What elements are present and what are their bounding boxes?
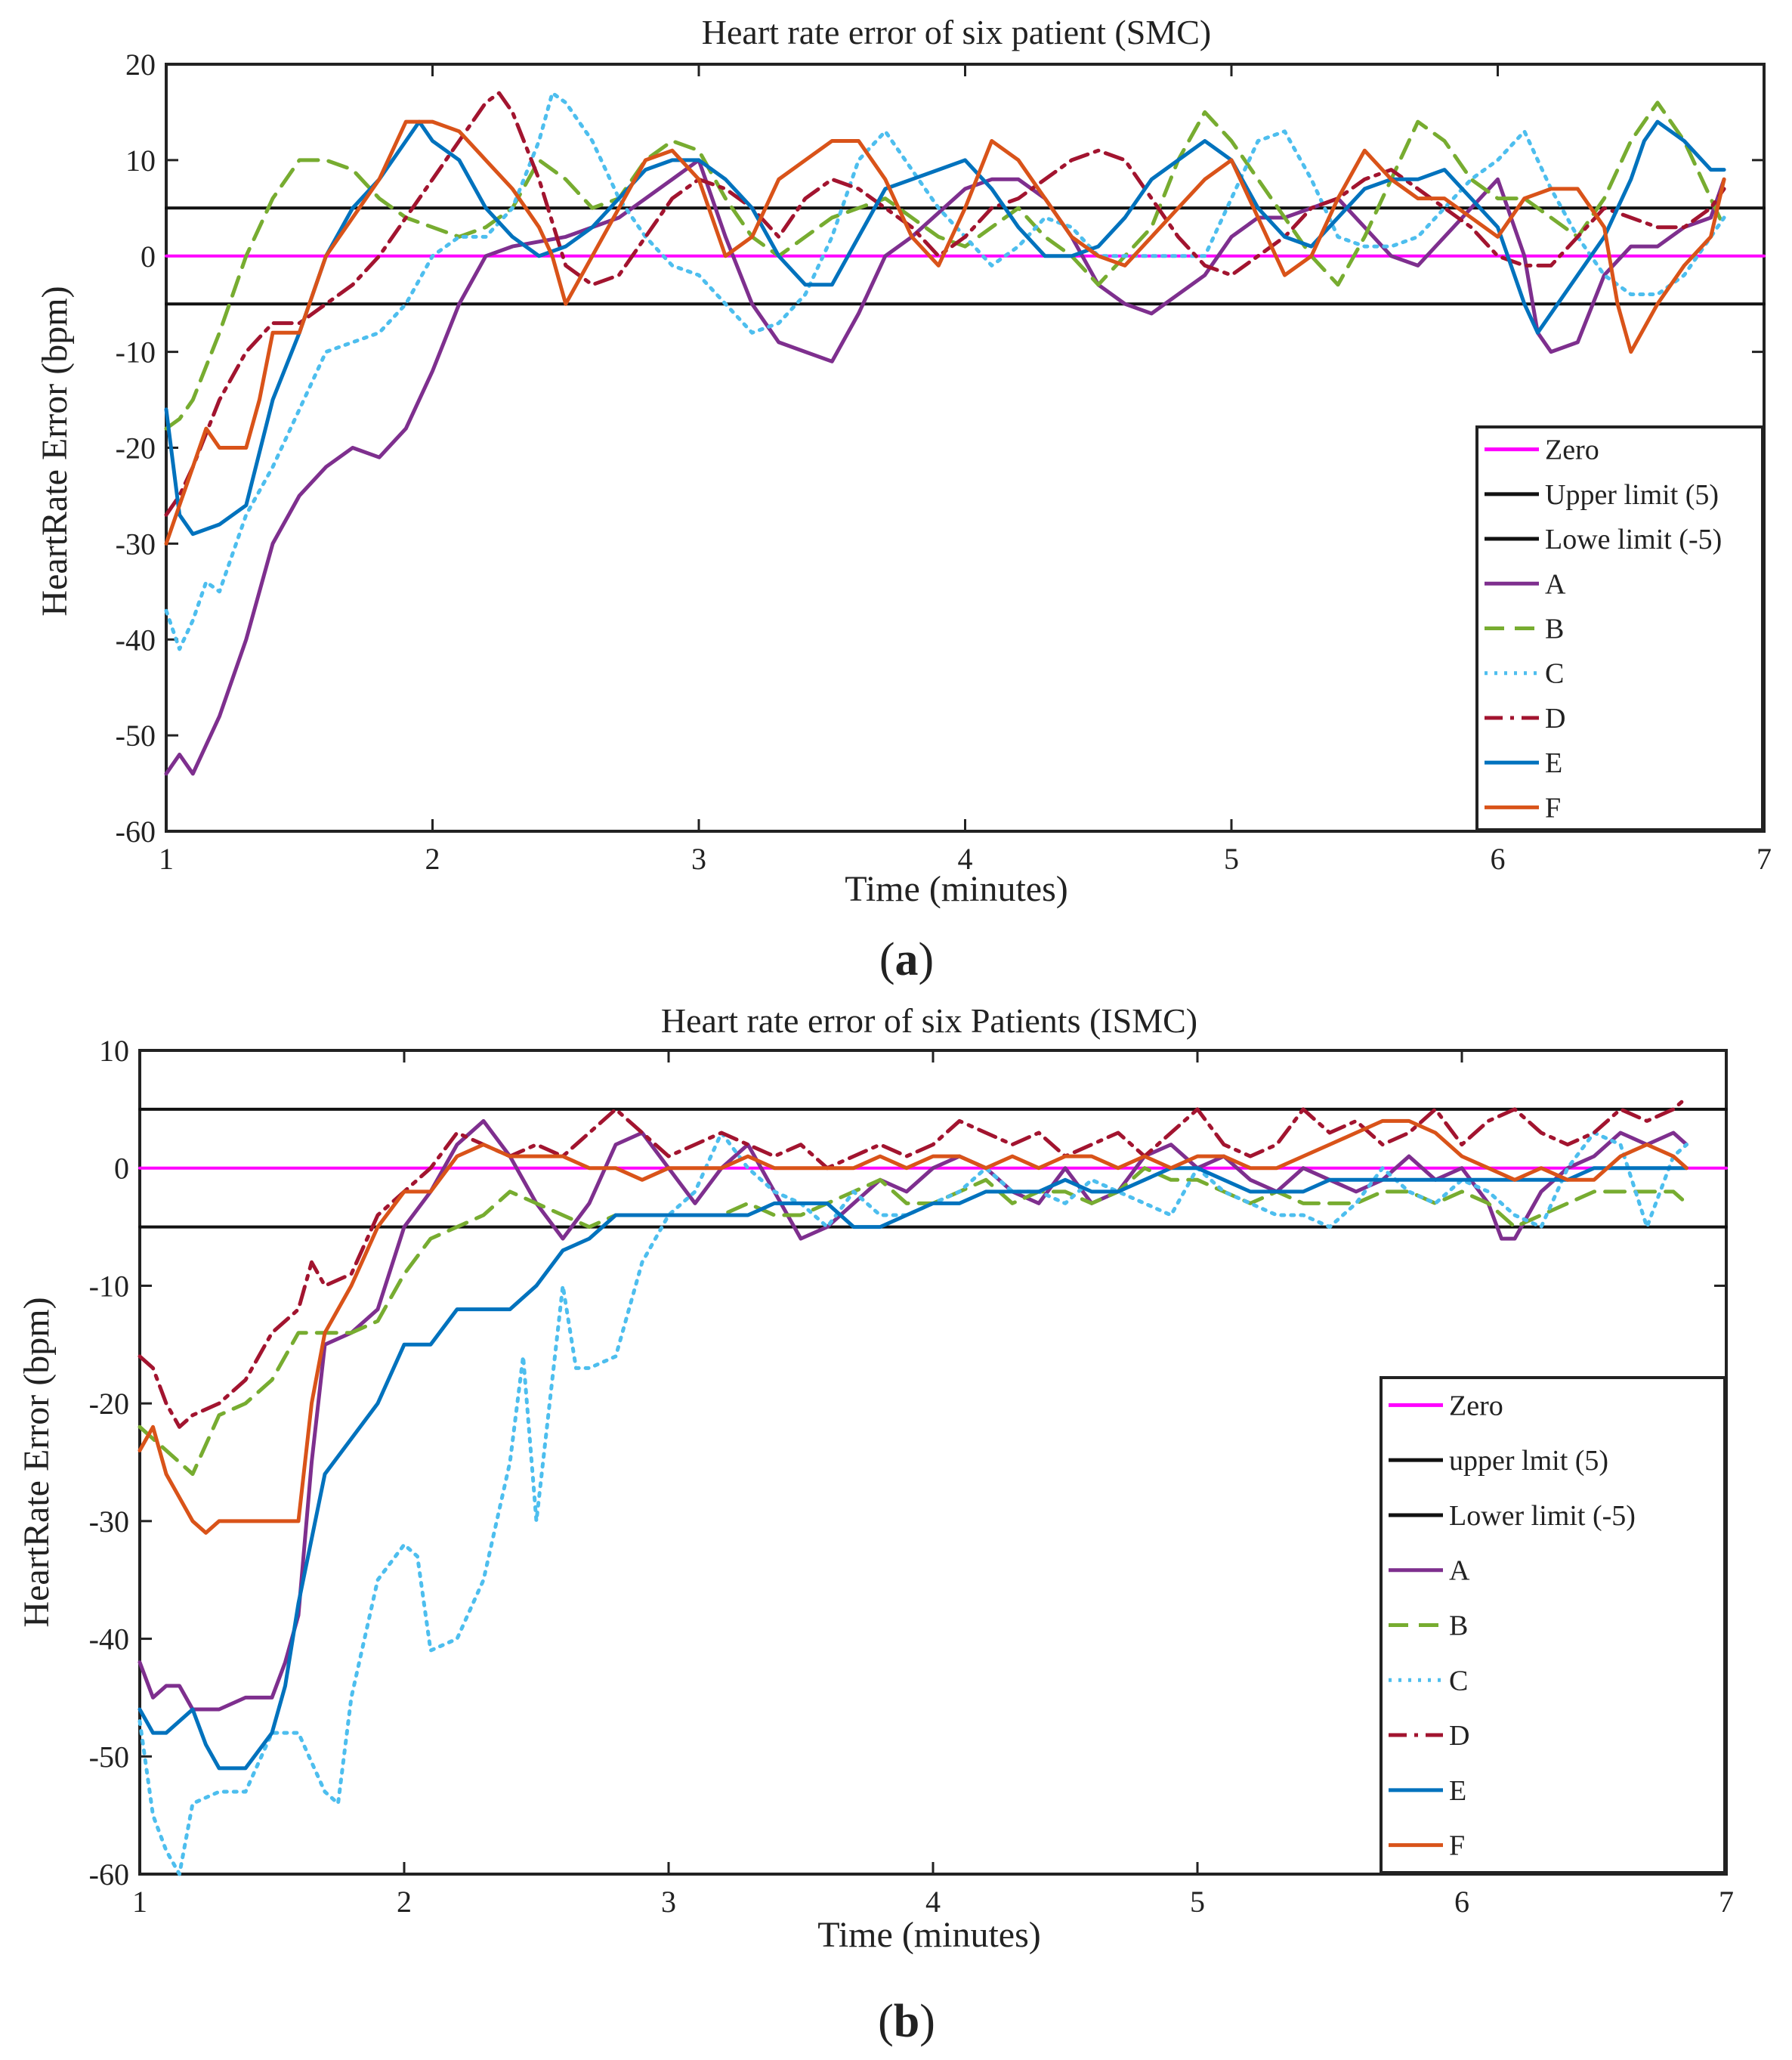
x-tick-label: 2 xyxy=(397,1885,412,1919)
y-tick-label: 0 xyxy=(141,240,156,274)
x-axis-ticks: 1 2 3 4 5 6 7 xyxy=(132,1050,1734,1919)
x-axis-label: Time (minutes) xyxy=(845,869,1068,909)
x-axis-ticks: 1 2 3 4 5 6 7 xyxy=(159,64,1772,876)
legend-label-d: D xyxy=(1545,703,1565,735)
x-tick-label: 7 xyxy=(1719,1885,1734,1919)
y-tick-label: -10 xyxy=(116,336,156,370)
x-tick-label: 1 xyxy=(159,842,174,876)
series-line-e xyxy=(137,1166,1688,1771)
legend-label-f: F xyxy=(1449,1830,1465,1862)
y-tick-label: -20 xyxy=(89,1387,129,1421)
y-tick-label: -10 xyxy=(89,1269,129,1303)
y-tick-label: 0 xyxy=(114,1152,129,1186)
series-line-f xyxy=(137,1118,1688,1535)
legend-label-b: B xyxy=(1545,614,1564,645)
y-tick-label: 10 xyxy=(125,144,156,178)
series-line-b xyxy=(137,1166,1688,1477)
x-tick-label: 6 xyxy=(1491,842,1506,876)
series-line-f xyxy=(164,119,1726,546)
y-axis-label: HeartRate Error (bpm) xyxy=(35,286,75,616)
y-tick-label: -30 xyxy=(89,1505,129,1539)
legend-label-e: E xyxy=(1545,747,1562,779)
legend-label-lowe-limit-5: Lowe limit (-5) xyxy=(1545,524,1722,555)
y-tick-label: -50 xyxy=(116,719,156,753)
legend-label-a: A xyxy=(1449,1555,1470,1587)
y-tick-label: -60 xyxy=(89,1857,129,1891)
series-line-e xyxy=(164,119,1726,537)
y-tick-label: -30 xyxy=(116,527,156,561)
series-lines xyxy=(164,91,1726,776)
panel-letter: b xyxy=(894,1996,919,2047)
chart-title: Heart rate error of six Patients (ISMC) xyxy=(661,1001,1197,1040)
y-tick-label: -40 xyxy=(89,1622,129,1656)
chart-ismc: Heart rate error of six Patients (ISMC) … xyxy=(17,1001,1734,2047)
series-line-c xyxy=(137,1131,1688,1876)
x-tick-label: 1 xyxy=(132,1885,147,1919)
panel-label-a: (a) xyxy=(879,934,934,985)
y-tick-label: -60 xyxy=(116,815,156,849)
x-tick-label: 7 xyxy=(1756,842,1772,876)
x-tick-label: 4 xyxy=(958,842,973,876)
series-lines xyxy=(137,1095,1688,1876)
y-tick-label: -40 xyxy=(116,623,156,657)
y-tick-label: -50 xyxy=(89,1740,129,1774)
legend-label-zero: Zero xyxy=(1545,435,1599,466)
legend-label-f: F xyxy=(1545,792,1561,824)
legend-label-upper-limit-5: Upper limit (5) xyxy=(1545,479,1719,511)
y-axis-ticks: 20 10 0 -10 -20 -30 -40 -50 -60 xyxy=(116,48,1764,849)
y-tick-label: 20 xyxy=(125,48,156,82)
panel-letter: a xyxy=(895,934,919,985)
legend-label-d: D xyxy=(1449,1720,1469,1752)
x-tick-label: 4 xyxy=(925,1885,941,1919)
chart-title: Heart rate error of six patient (SMC) xyxy=(702,13,1211,51)
legend-label-lower-limit-5: Lower limit (-5) xyxy=(1449,1500,1636,1532)
chart-smc: Heart rate error of six patient (SMC) 20… xyxy=(35,13,1772,985)
x-tick-label: 3 xyxy=(691,842,706,876)
legend-label-upper-lmit-5: upper lmit (5) xyxy=(1449,1445,1608,1477)
y-axis-ticks: 10 0 -10 -20 -30 -40 -50 -60 xyxy=(89,1034,1726,1891)
x-tick-label: 6 xyxy=(1454,1885,1469,1919)
x-tick-label: 2 xyxy=(425,842,440,876)
x-tick-label: 5 xyxy=(1190,1885,1205,1919)
x-axis-label: Time (minutes) xyxy=(817,1915,1041,1955)
panel-label-b: (b) xyxy=(878,1996,935,2047)
legend-label-e: E xyxy=(1449,1775,1466,1807)
x-tick-label: 5 xyxy=(1224,842,1239,876)
y-tick-label: -20 xyxy=(116,431,156,466)
legend-label-c: C xyxy=(1449,1665,1468,1697)
legend-label-a: A xyxy=(1545,568,1566,600)
y-tick-label: 10 xyxy=(99,1034,129,1068)
legend-label-b: B xyxy=(1449,1610,1468,1642)
y-axis-label: HeartRate Error (bpm) xyxy=(17,1297,57,1627)
legend-label-zero: Zero xyxy=(1449,1390,1503,1421)
legend-label-c: C xyxy=(1545,658,1564,690)
x-tick-label: 3 xyxy=(661,1885,676,1919)
series-line-d xyxy=(164,91,1726,517)
series-line-d xyxy=(137,1095,1688,1429)
